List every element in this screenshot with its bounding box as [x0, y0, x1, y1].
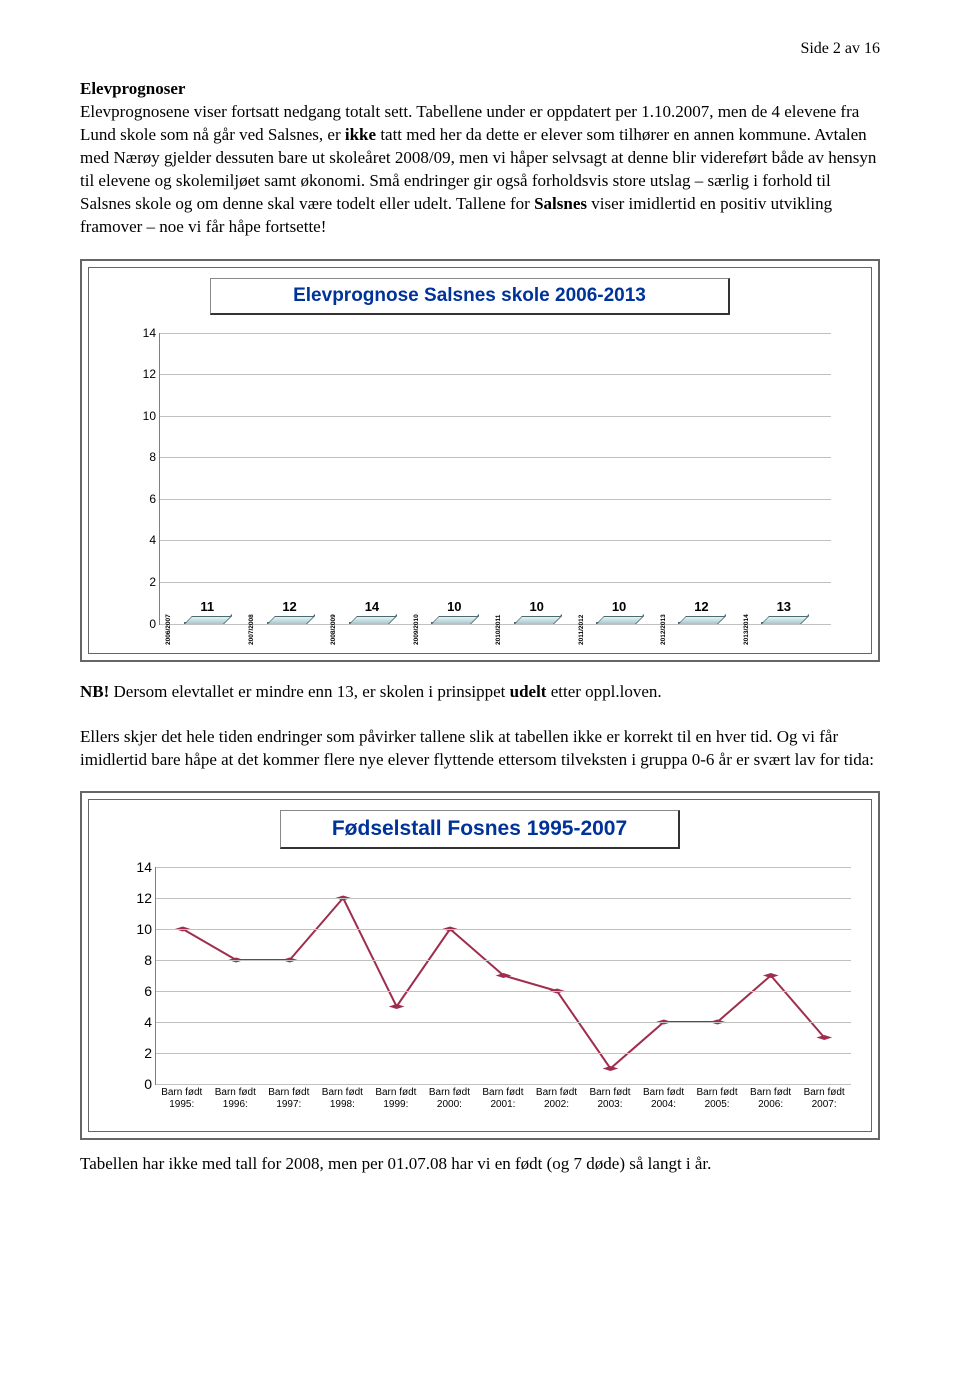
bar-value-label: 12: [267, 599, 313, 614]
section-title: Elevprognoser: [80, 79, 185, 98]
intro-paragraph: Elevprognoser Elevprognosene viser forts…: [80, 78, 880, 239]
bar-y-tick: 6: [132, 492, 156, 506]
bar-x-tick: 2006/2007: [165, 627, 248, 645]
line-x-tick: Barn født1995:: [155, 1087, 209, 1121]
bar-chart-title: Elevprognose Salsnes skole 2006-2013: [210, 278, 730, 315]
line-x-tick: Barn født1998:: [316, 1087, 370, 1121]
bar-value-label: 12: [678, 599, 724, 614]
line-marker: [763, 973, 779, 978]
bar-value-label: 14: [349, 599, 395, 614]
line-x-tick: Barn født2001:: [476, 1087, 530, 1121]
bar-y-tick: 2: [132, 575, 156, 589]
bar-x-tick: 2007/2008: [248, 627, 331, 645]
line-x-tick: Barn født2004:: [637, 1087, 691, 1121]
bar-x-tick: 2008/2009: [330, 627, 413, 645]
bar-chart-plot: 024681012141112141010101213: [159, 333, 831, 625]
bar-value-label: 13: [761, 599, 807, 614]
page-number: Side 2 av 16: [80, 40, 880, 58]
line-y-tick: 0: [132, 1076, 152, 1092]
bar-chart-area: 024681012141112141010101213 2006/2007200…: [129, 323, 831, 643]
nb-note: NB! Dersom elevtallet er mindre enn 13, …: [80, 682, 880, 702]
line-y-tick: 14: [132, 859, 152, 875]
bar-chart-inner: Elevprognose Salsnes skole 2006-2013 0 2 4…: [88, 267, 872, 654]
line-chart-svg: [156, 867, 851, 1084]
line-chart-area: 02468101214 Barn født1995:Barn født1996:…: [129, 861, 851, 1121]
line-x-tick: Barn født2002:: [530, 1087, 584, 1121]
line-y-tick: 2: [132, 1045, 152, 1061]
bar-x-tick: 2009/2010: [413, 627, 496, 645]
paragraph1: Elevprognosene viser fortsatt nedgang to…: [80, 102, 876, 236]
footer-text: Tabellen har ikke med tall for 2008, men…: [80, 1154, 880, 1174]
bar-y-tick: 0: [132, 617, 156, 631]
line-marker: [603, 1066, 619, 1071]
line-x-tick: Barn født2000:: [423, 1087, 477, 1121]
bar-y-tick: 10: [132, 409, 156, 423]
line-chart-frame: Fødselstall Fosnes 1995-2007 02468101214…: [80, 791, 880, 1140]
line-marker: [816, 1035, 832, 1040]
line-y-tick: 10: [132, 921, 152, 937]
line-y-tick: 6: [132, 983, 152, 999]
line-x-tick: Barn født2005:: [690, 1087, 744, 1121]
bar-x-tick: 2011/2012: [578, 627, 661, 645]
bar-value-label: 10: [596, 599, 642, 614]
line-chart-plot: 02468101214: [155, 867, 851, 1085]
bar-x-tick: 2012/2013: [660, 627, 743, 645]
bar-value-label: 11: [184, 599, 230, 614]
bar-y-tick: 4: [132, 533, 156, 547]
bar-y-tick: 8: [132, 450, 156, 464]
bar-y-tick: 14: [132, 326, 156, 340]
bar-value-label: 10: [514, 599, 560, 614]
line-x-tick: Barn født2003:: [583, 1087, 637, 1121]
line-x-tick: Barn født1996:: [209, 1087, 263, 1121]
bar-x-tick: 2010/2011: [495, 627, 578, 645]
line-chart-inner: Fødselstall Fosnes 1995-2007 02468101214…: [88, 799, 872, 1132]
page: Side 2 av 16 Elevprognoser Elevprognosen…: [0, 0, 960, 1214]
line-y-tick: 12: [132, 890, 152, 906]
bar-x-tick: 2013/2014: [743, 627, 826, 645]
line-x-tick: Barn født1999:: [369, 1087, 423, 1121]
line-y-tick: 8: [132, 952, 152, 968]
bar-value-label: 10: [431, 599, 477, 614]
line-chart-title: Fødselstall Fosnes 1995-2007: [280, 810, 680, 849]
line-x-tick: Barn født2006:: [744, 1087, 798, 1121]
line-x-tick: Barn født2007:: [797, 1087, 851, 1121]
line-y-tick: 4: [132, 1014, 152, 1030]
bar-chart-x-labels: 2006/20072007/20082008/20092009/20102010…: [159, 627, 831, 645]
line-marker: [389, 1004, 405, 1009]
line-chart-x-labels: Barn født1995:Barn født1996:Barn født199…: [155, 1087, 851, 1121]
paragraph2: Ellers skjer det hele tiden endringer so…: [80, 726, 880, 772]
bar-y-tick: 12: [132, 367, 156, 381]
line-x-tick: Barn født1997:: [262, 1087, 316, 1121]
bar-chart-frame: Elevprognose Salsnes skole 2006-2013 0 2 4…: [80, 259, 880, 662]
